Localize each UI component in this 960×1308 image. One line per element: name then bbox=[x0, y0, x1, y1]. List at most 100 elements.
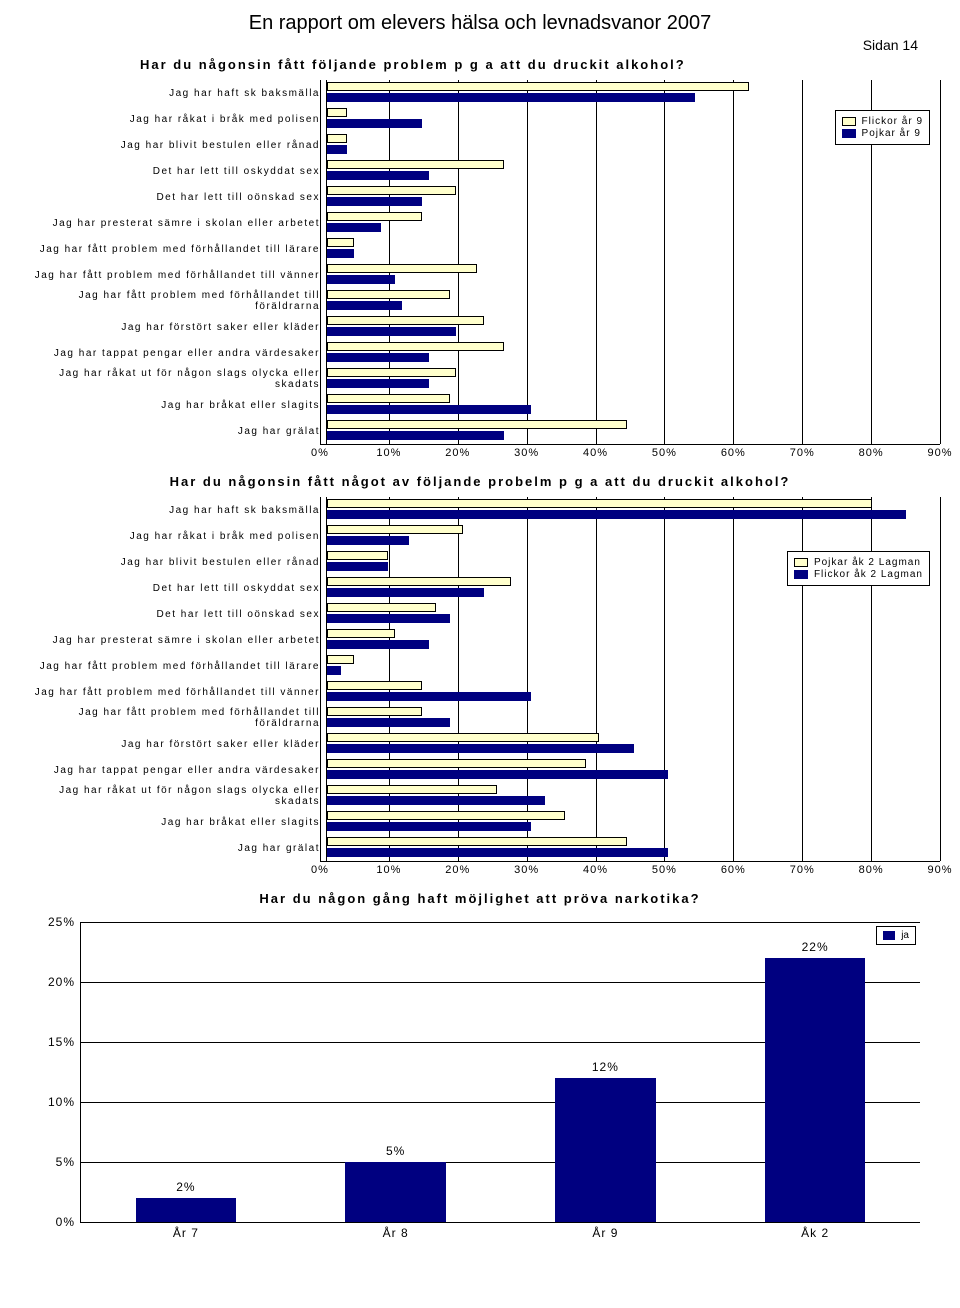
chart2-bar-light bbox=[327, 811, 565, 820]
chart1-xtick: 80% bbox=[859, 447, 884, 459]
chart3-bar: 22% bbox=[765, 958, 866, 1222]
chart2-bar-dark bbox=[327, 536, 409, 545]
page-number: Sidan 14 bbox=[20, 37, 918, 53]
chart2-row-label: Jag har tappat pengar eller andra värdes… bbox=[20, 765, 326, 776]
chart1-row-label: Jag har fått problem med förhållandet ti… bbox=[20, 244, 326, 255]
chart1-row-label: Jag har råkat ut för någon slags olycka … bbox=[20, 368, 326, 390]
chart2-xtick: 50% bbox=[652, 864, 677, 876]
chart2-row-plot bbox=[326, 783, 940, 809]
chart2-xtick: 40% bbox=[583, 864, 608, 876]
chart3-bar: 5% bbox=[345, 1162, 446, 1222]
chart3-plot: 0%5%10%15%20%25%2%År 75%År 812%År 922%Åk… bbox=[80, 922, 920, 1223]
chart1-row-label: Jag har tappat pengar eller andra värdes… bbox=[20, 348, 326, 359]
chart1-bar-light bbox=[327, 108, 347, 117]
chart1-xtick: 0% bbox=[311, 447, 329, 459]
chart2-row-label: Jag har blivit bestulen eller rånad bbox=[20, 557, 326, 568]
chart2-bar-dark bbox=[327, 666, 341, 675]
chart2-bar-dark bbox=[327, 562, 388, 571]
chart2-bar-dark bbox=[327, 588, 484, 597]
chart2-row-plot-area bbox=[326, 783, 940, 809]
chart2-xtick: 80% bbox=[859, 864, 884, 876]
chart3-ytick: 5% bbox=[31, 1155, 75, 1169]
chart1-row-label: Jag har fått problem med förhållandet ti… bbox=[20, 290, 326, 312]
chart1-bar-dark bbox=[327, 353, 429, 362]
chart1-row: Jag har förstört saker eller kläder bbox=[20, 314, 940, 340]
chart1-row-plot bbox=[326, 314, 940, 340]
chart2-row-plot bbox=[326, 809, 940, 835]
chart2-bar-dark bbox=[327, 770, 668, 779]
chart3-xtick: År 8 bbox=[383, 1226, 409, 1240]
chart1-row: Jag har grälat bbox=[20, 418, 940, 444]
chart1-xtick: 70% bbox=[790, 447, 815, 459]
chart1-legend-row: Pojkar år 9 bbox=[842, 128, 923, 139]
chart2-bar-light bbox=[327, 629, 395, 638]
chart1-bar-light bbox=[327, 342, 504, 351]
report-title: En rapport om elevers hälsa och levnadsv… bbox=[20, 12, 940, 35]
chart1-row-plot-area bbox=[326, 366, 940, 392]
chart2-row-plot-area bbox=[326, 627, 940, 653]
page: En rapport om elevers hälsa och levnadsv… bbox=[0, 0, 960, 1263]
chart1-row-plot bbox=[326, 262, 940, 288]
chart2-legend-swatch bbox=[794, 570, 808, 579]
chart2-row-label: Jag har fått problem med förhållandet ti… bbox=[20, 687, 326, 698]
chart1-row-plot bbox=[326, 158, 940, 184]
chart2-title: Har du någonsin fått något av följande p… bbox=[20, 474, 940, 489]
chart2-row-label: Jag har fått problem med förhållandet ti… bbox=[20, 707, 326, 729]
chart2-row-plot bbox=[326, 757, 940, 783]
chart2-bar-light bbox=[327, 603, 436, 612]
chart2-row-plot-area bbox=[326, 601, 940, 627]
chart2-bar-dark bbox=[327, 822, 531, 831]
chart1-bar-dark bbox=[327, 171, 429, 180]
chart1-row-label: Jag har fått problem med förhållandet ti… bbox=[20, 270, 326, 281]
chart2-row-plot bbox=[326, 601, 940, 627]
chart1-legend-row: Flickor år 9 bbox=[842, 116, 923, 127]
chart1-row-plot bbox=[326, 418, 940, 444]
chart1-gridline bbox=[940, 80, 941, 444]
chart1-bar-light bbox=[327, 420, 627, 429]
chart1-row: Det har lett till oskyddat sex bbox=[20, 158, 940, 184]
chart2-xtick: 20% bbox=[445, 864, 470, 876]
chart1-row-label: Jag har grälat bbox=[20, 426, 326, 437]
chart1: Jag har haft sk baksmälla Jag har råkat i… bbox=[20, 80, 940, 464]
chart1-bar-dark bbox=[327, 119, 422, 128]
chart1-row-plot-area bbox=[326, 236, 940, 262]
chart1-row: Jag har haft sk baksmälla bbox=[20, 80, 940, 106]
chart1-row: Jag har bråkat eller slagits bbox=[20, 392, 940, 418]
chart1-legend-swatch bbox=[842, 129, 856, 138]
chart2-bar-light bbox=[327, 681, 422, 690]
chart1-row-plot bbox=[326, 184, 940, 210]
chart1-row-label: Jag har haft sk baksmälla bbox=[20, 88, 326, 99]
chart2-bar-light bbox=[327, 525, 463, 534]
chart1-xtick: 90% bbox=[927, 447, 952, 459]
chart2-row-plot-area bbox=[326, 705, 940, 731]
chart1-row-plot-area bbox=[326, 418, 940, 444]
chart2-row-plot bbox=[326, 497, 940, 523]
chart2-bar-light bbox=[327, 785, 497, 794]
chart1-bar-dark bbox=[327, 249, 354, 258]
chart2-row-plot-area bbox=[326, 835, 940, 861]
chart1-bar-light bbox=[327, 134, 347, 143]
chart1-row-label: Jag har råkat i bråk med polisen bbox=[20, 114, 326, 125]
chart2-row: Jag har förstört saker eller kläder bbox=[20, 731, 940, 757]
chart3-xtick: Åk 2 bbox=[801, 1226, 829, 1240]
chart1-xtick: 40% bbox=[583, 447, 608, 459]
chart2-legend-label: Flickor åk 2 Lagman bbox=[814, 569, 923, 580]
chart2-xtick: 10% bbox=[376, 864, 401, 876]
chart1-row-plot-area bbox=[326, 184, 940, 210]
chart2-xtick: 0% bbox=[311, 864, 329, 876]
chart1-row-label: Det har lett till oskyddat sex bbox=[20, 166, 326, 177]
chart1-bar-dark bbox=[327, 93, 695, 102]
chart1-bar-light bbox=[327, 238, 354, 247]
chart1-row-plot-area bbox=[326, 210, 940, 236]
chart1-row-label: Det har lett till oönskad sex bbox=[20, 192, 326, 203]
chart3-bar-value: 5% bbox=[345, 1144, 446, 1158]
chart1-xtick: 10% bbox=[376, 447, 401, 459]
chart2-row-label: Jag har råkat i bråk med polisen bbox=[20, 531, 326, 542]
chart1-row: Jag har fått problem med förhållandet ti… bbox=[20, 262, 940, 288]
chart3-legend-swatch bbox=[883, 931, 895, 940]
chart2-bar-dark bbox=[327, 796, 545, 805]
chart2-bar-dark bbox=[327, 614, 450, 623]
chart2-row-plot bbox=[326, 731, 940, 757]
chart1-bar-light bbox=[327, 186, 456, 195]
chart2-legend-swatch bbox=[794, 558, 808, 567]
